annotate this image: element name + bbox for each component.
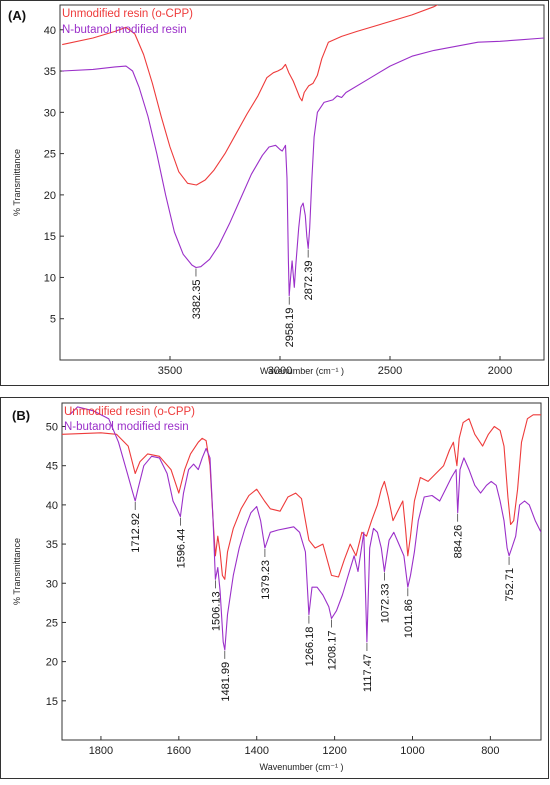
series-line-unmodified	[62, 5, 439, 186]
legend-entry-butanol: N-butanol modified resin	[62, 24, 187, 36]
x-tick-label: 2000	[488, 365, 512, 377]
peak-label: 1596.44	[175, 529, 187, 569]
peak-label: 752.71	[504, 568, 516, 602]
peak-label: 1072.33	[379, 584, 391, 624]
x-tick-label: 3000	[268, 365, 292, 377]
legend-entry-unmodified: Unmodified resin (o-CPP)	[64, 406, 195, 418]
x-tick-label: 3500	[158, 365, 182, 377]
peak-label: 1266.18	[304, 627, 316, 667]
series-line-butanol	[62, 37, 544, 297]
y-tick-label: 35	[46, 539, 58, 551]
series-group	[62, 406, 541, 651]
x-tick-label: 1200	[322, 745, 346, 757]
y-tick-label: 40	[46, 500, 58, 512]
peak-label: 1712.92	[130, 513, 142, 553]
y-tick-label: 25	[44, 149, 56, 161]
y-tick-label: 20	[44, 190, 56, 202]
series-line-unmodified	[62, 414, 541, 580]
series-line-butanol	[69, 406, 541, 651]
panel-border	[0, 0, 549, 386]
y-tick-label: 50	[46, 422, 58, 434]
x-tick-label: 800	[481, 745, 499, 757]
y-tick-label: 15	[46, 696, 58, 708]
x-tick-label: 1000	[400, 745, 424, 757]
y-tick-label: 30	[46, 578, 58, 590]
plot-frame	[61, 402, 542, 741]
y-tick-label: 15	[44, 231, 56, 243]
panel-b: 15 20 25 30 35 40 45 50 1800 1600 1400 1200 1000 800%…	[0, 397, 549, 779]
y-tick-label: 40	[44, 25, 56, 37]
panel-letter: (A)	[8, 8, 26, 23]
y-tick-label: 45	[46, 461, 58, 473]
y-tick-label: 20	[46, 657, 58, 669]
peak-label: 2872.39	[303, 261, 315, 301]
peak-label: 1481.99	[220, 662, 232, 702]
peak-label: 2958.19	[284, 308, 296, 348]
panel-a: 5 10 15 20 25 30 35 40 3500 3000 2500 2000 % Transmi…	[0, 0, 549, 386]
panel-border	[0, 397, 549, 779]
plot-frame	[59, 4, 545, 361]
y-axis-title: % Transmittance	[12, 538, 22, 605]
x-tick-label: 1400	[244, 745, 268, 757]
x-tick-label: 1600	[167, 745, 191, 757]
y-tick-label: 25	[46, 617, 58, 629]
x-axis-title: Wavenumber (cm⁻¹ )	[260, 366, 344, 376]
y-tick-label: 30	[44, 107, 56, 119]
peak-label: 1506.13	[210, 591, 222, 631]
legend-entry-butanol: N-butanol modified resin	[64, 421, 189, 433]
peak-label: 1011.86	[403, 599, 415, 638]
peak-label: 1117.47	[362, 654, 374, 692]
peak-label: 3382.35	[191, 280, 203, 320]
legend-entry-unmodified: Unmodified resin (o-CPP)	[62, 8, 193, 20]
y-tick-label: 5	[50, 314, 56, 326]
peak-label: 1379.23	[260, 560, 272, 600]
x-tick-label: 1800	[89, 745, 113, 757]
peak-label: 884.26	[453, 525, 465, 559]
y-axis-title: % Transmittance	[12, 149, 22, 216]
y-tick-label: 35	[44, 66, 56, 78]
peak-label: 1208.17	[326, 631, 338, 671]
panel-letter: (B)	[12, 408, 30, 423]
y-tick-label: 10	[44, 272, 56, 284]
series-group	[62, 5, 544, 297]
x-tick-label: 2500	[378, 365, 402, 377]
x-axis-title: Wavenumber (cm⁻¹ )	[260, 762, 344, 772]
